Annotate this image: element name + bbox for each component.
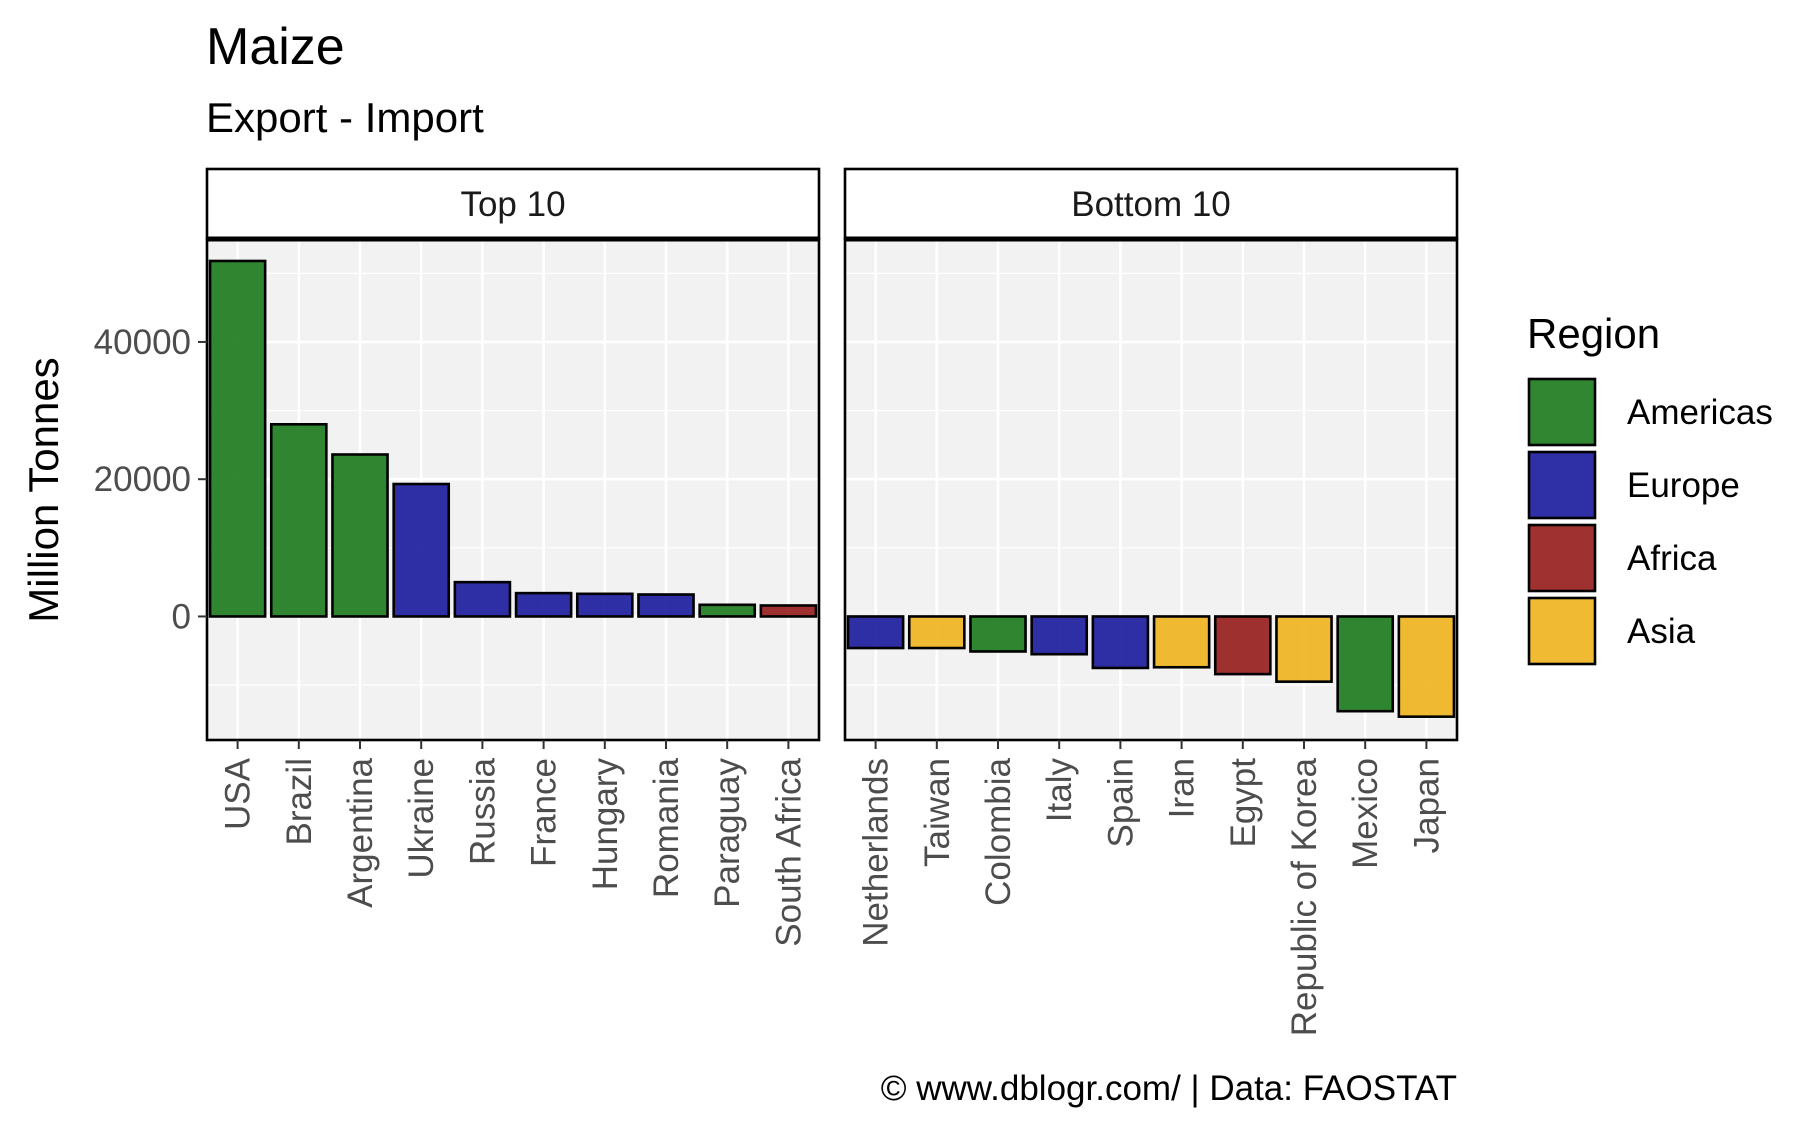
legend-label-africa: Africa bbox=[1627, 539, 1717, 578]
legend-label-americas: Americas bbox=[1627, 393, 1773, 432]
x-tick-label-usa: USA bbox=[219, 757, 258, 830]
x-tick-label-italy: Italy bbox=[1040, 758, 1079, 823]
bar-taiwan bbox=[907, 615, 966, 650]
bar-mexico bbox=[1336, 615, 1395, 713]
x-tick-label-south-africa: South Africa bbox=[769, 757, 808, 946]
legend-key-americas bbox=[1527, 377, 1597, 447]
x-tick-label-hungary: Hungary bbox=[586, 758, 625, 891]
x-tick-label-mexico: Mexico bbox=[1346, 758, 1385, 869]
bar-brazil bbox=[269, 423, 328, 618]
bar-colombia bbox=[969, 615, 1027, 653]
caption: © www.dblogr.com/ | Data: FAOSTAT bbox=[881, 1069, 1457, 1108]
bar-italy bbox=[1030, 615, 1089, 656]
x-tick-label-paraguay: Paraguay bbox=[708, 758, 747, 908]
bar-argentina bbox=[331, 453, 389, 618]
bar-egypt bbox=[1213, 615, 1272, 676]
x-tick-label-ukraine: Ukraine bbox=[402, 758, 441, 879]
bar-south-africa bbox=[759, 604, 818, 618]
bar-netherlands bbox=[846, 615, 905, 650]
x-tick-label-spain: Spain bbox=[1101, 758, 1140, 848]
bar-paraguay bbox=[698, 603, 757, 618]
facet-bottom-10: Bottom 10 Netherlands Taiwan Colombia Italy S… bbox=[843, 167, 1459, 1036]
bar-hungary bbox=[575, 592, 634, 618]
bar-ukraine bbox=[392, 482, 451, 618]
bar-japan bbox=[1397, 615, 1456, 718]
y-tick-label: 40000 bbox=[94, 323, 191, 362]
strip-box bbox=[843, 167, 1459, 241]
x-tick-label-colombia: Colombia bbox=[979, 757, 1018, 905]
x-tick-label-brazil: Brazil bbox=[280, 758, 319, 846]
strip-label: Bottom 10 bbox=[1071, 185, 1231, 224]
facets-layer: Top 10 USA Brazil Argentina Ukraine Russia Fra… bbox=[205, 167, 1459, 1036]
legend-key-asia bbox=[1527, 596, 1597, 666]
legend-title: Region bbox=[1527, 310, 1660, 357]
y-tick-label: 0 bbox=[172, 597, 191, 636]
strip-label: Top 10 bbox=[460, 185, 565, 224]
facet-top-10: Top 10 USA Brazil Argentina Ukraine Russia Fra… bbox=[205, 167, 821, 947]
y-axis: 0 20000 40000 bbox=[94, 323, 207, 636]
legend-key-europe bbox=[1527, 450, 1597, 520]
bar-spain bbox=[1091, 615, 1150, 670]
x-tick-label-romania: Romania bbox=[647, 757, 686, 898]
bar-romania bbox=[637, 593, 695, 618]
legend-label-europe: Europe bbox=[1627, 466, 1740, 505]
legend: Americas Europe Africa Asia bbox=[1526, 376, 1773, 667]
y-axis-title: Million Tonnes bbox=[20, 357, 67, 622]
strip-box bbox=[205, 167, 821, 241]
chart-title: Maize bbox=[206, 18, 345, 76]
x-tick-label-taiwan: Taiwan bbox=[918, 758, 957, 867]
x-tick-label-france: France bbox=[525, 758, 564, 867]
x-tick-label-argentina: Argentina bbox=[341, 757, 380, 907]
x-tick-label-iran: Iran bbox=[1163, 758, 1202, 818]
x-tick-label-egypt: Egypt bbox=[1224, 758, 1263, 848]
bar-iran bbox=[1152, 615, 1211, 669]
y-tick-label: 20000 bbox=[94, 460, 191, 499]
legend-key-africa bbox=[1527, 523, 1597, 593]
bar-usa bbox=[208, 259, 267, 618]
bar-republic-of-korea bbox=[1275, 615, 1333, 683]
chart-subtitle: Export - Import bbox=[206, 94, 484, 141]
bar-russia bbox=[453, 580, 512, 618]
x-tick-label-republic-of-korea: Republic of Korea bbox=[1285, 757, 1324, 1036]
x-tick-label-netherlands: Netherlands bbox=[857, 758, 896, 947]
x-tick-label-japan: Japan bbox=[1407, 758, 1446, 853]
x-tick-label-russia: Russia bbox=[463, 757, 502, 865]
legend-label-asia: Asia bbox=[1627, 612, 1696, 651]
bar-france bbox=[514, 591, 573, 618]
